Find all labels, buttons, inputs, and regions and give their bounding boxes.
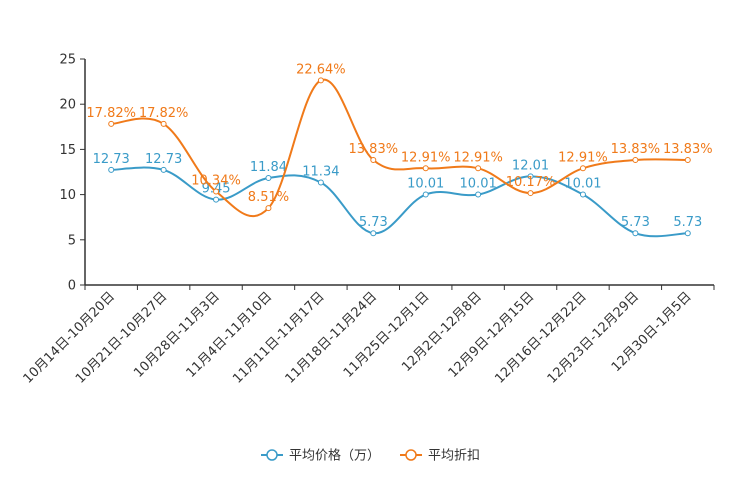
series-layer: 12.7312.739.4511.8411.345.7310.0110.0112… (86, 62, 713, 238)
legend-item-2: 平均折扣 (400, 449, 480, 464)
data-point (265, 174, 272, 181)
data-label: 11.34 (302, 164, 339, 179)
data-label: 10.34% (191, 174, 241, 189)
data-label: 5.73 (359, 215, 388, 230)
y-tick-label: 0 (68, 279, 76, 294)
legend-item-1: 平均价格（万） (261, 448, 380, 464)
series-line (111, 78, 688, 218)
x-tick-label: 11月11日-11月17日 (230, 289, 327, 386)
data-label: 10.17% (506, 175, 556, 190)
data-label: 13.83% (663, 142, 713, 157)
data-point (475, 165, 482, 172)
x-tick-label: 10月14日-10月20日 (21, 289, 118, 386)
data-point (632, 156, 639, 163)
data-point (527, 173, 534, 180)
data-label: 5.73 (621, 215, 650, 230)
data-point (684, 230, 691, 237)
data-label: 12.91% (453, 150, 503, 165)
data-point (527, 190, 534, 197)
data-label: 8.51% (248, 190, 289, 205)
data-point (422, 165, 429, 172)
data-point (579, 165, 586, 172)
x-tick-label: 12月16日-12月22日 (492, 289, 589, 386)
legend-marker (405, 449, 417, 461)
data-point (370, 230, 377, 237)
data-point (475, 191, 482, 198)
legend-label: 平均折扣 (428, 449, 480, 464)
y-tick-label: 10 (59, 188, 76, 203)
x-tick-label: 12月23日-12月29日 (545, 289, 642, 386)
x-tick-label: 10月21日-10月27日 (73, 289, 170, 386)
data-point (579, 191, 586, 198)
legend-marker (266, 449, 278, 461)
x-tick-label: 11月18日-11月24日 (283, 289, 380, 386)
data-label: 10.01 (460, 177, 497, 192)
data-point (160, 166, 167, 173)
series-1: 12.7312.739.4511.8411.345.7310.0110.0112… (93, 152, 702, 238)
data-point (317, 179, 324, 186)
legend-label: 平均价格（万） (289, 448, 380, 464)
data-label: 17.82% (86, 106, 136, 121)
data-label: 10.01 (564, 177, 601, 192)
data-point (108, 166, 115, 173)
data-label: 22.64% (296, 62, 346, 77)
data-point (160, 120, 167, 127)
data-label: 12.73 (145, 152, 182, 167)
data-label: 10.01 (407, 177, 444, 192)
data-label: 12.91% (558, 150, 608, 165)
series-2: 17.82% 17.82%10.34%8.51%22.64%13.83%12.91… (86, 62, 713, 218)
y-tick-label: 5 (68, 233, 76, 248)
x-axis: 10月14日-10月20日10月21日-10月27日10月28日-11月3日11… (21, 284, 715, 387)
data-point (108, 120, 115, 127)
y-axis: 0 5 10 15 20 25 (59, 53, 86, 294)
data-point (370, 156, 377, 163)
data-label: 11.84 (250, 160, 287, 175)
data-label: 17.82% (139, 106, 189, 121)
data-point (422, 191, 429, 198)
data-label: 13.83% (611, 142, 661, 157)
data-point (265, 205, 272, 212)
series-line (111, 166, 688, 238)
data-label: 12.91% (401, 150, 451, 165)
data-point (632, 230, 639, 237)
legend: 平均价格（万） 平均折扣 (261, 448, 480, 464)
data-point (213, 196, 220, 203)
y-tick-label: 20 (59, 98, 76, 113)
data-point (317, 77, 324, 84)
data-label: 5.73 (673, 215, 702, 230)
y-tick-label: 15 (59, 143, 76, 158)
data-label: 13.83% (349, 142, 399, 157)
data-label: 12.73 (93, 152, 130, 167)
y-tick-label: 25 (59, 53, 76, 68)
data-point (684, 156, 691, 163)
data-point (213, 188, 220, 195)
data-label: 12.01 (512, 158, 549, 173)
